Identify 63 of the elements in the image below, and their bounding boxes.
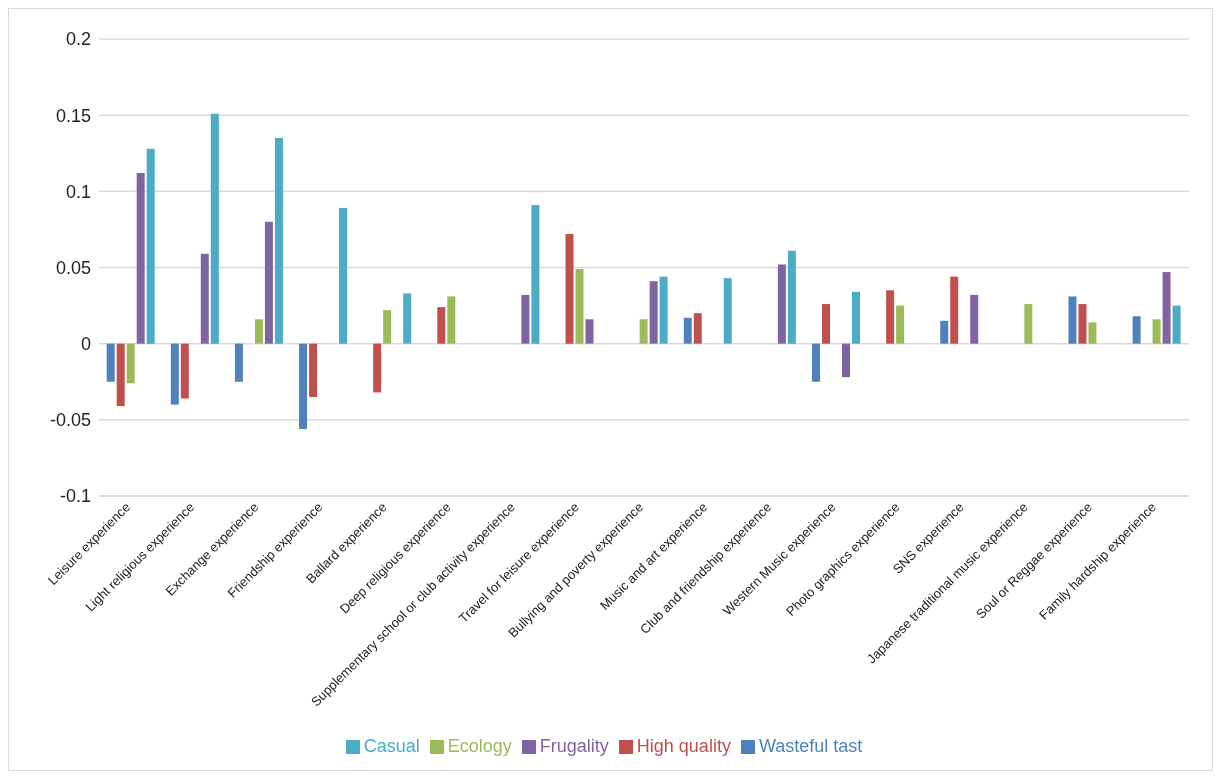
bar (447, 296, 456, 344)
bar (950, 276, 959, 344)
bar (841, 343, 850, 378)
bar (723, 278, 732, 344)
bar (1132, 316, 1141, 344)
y-tick-label: 0.2 (65, 29, 91, 50)
bar (106, 343, 115, 382)
bar (116, 343, 125, 407)
y-tick-label: -0.05 (49, 410, 91, 431)
bar (1088, 322, 1097, 344)
bar (821, 304, 830, 344)
bar (531, 205, 540, 344)
bar (1068, 296, 1077, 344)
bar (309, 343, 318, 397)
bar (1162, 272, 1171, 344)
legend-label: Frugality (539, 736, 609, 756)
bar (565, 233, 574, 344)
bar (575, 269, 584, 344)
bar (886, 290, 895, 344)
bar (264, 221, 273, 344)
y-tick-label: 0.1 (65, 181, 91, 202)
legend-label: Wasteful tast (758, 736, 863, 756)
bar (970, 294, 979, 344)
bar (180, 343, 189, 399)
bar (683, 317, 692, 344)
bar (693, 313, 702, 344)
bar (383, 310, 392, 344)
bar (851, 291, 860, 344)
bar (940, 320, 949, 344)
bar (234, 343, 243, 382)
bar (1172, 305, 1181, 344)
bar (146, 148, 155, 344)
bar (649, 281, 658, 344)
bar (585, 319, 594, 344)
bar (787, 250, 796, 344)
bar (274, 138, 283, 344)
bar (126, 343, 135, 384)
legend-label: Ecology (447, 736, 512, 756)
y-tick-label: 0.15 (55, 105, 91, 126)
bar (659, 276, 668, 344)
y-tick-label: -0.1 (59, 486, 91, 507)
bar (896, 305, 905, 344)
bar (639, 319, 648, 344)
bar (777, 264, 786, 344)
legend-label: Casual (363, 736, 420, 756)
bar (437, 307, 446, 344)
bar (339, 208, 348, 344)
legend-label: High quality (636, 736, 731, 756)
y-tick-label: 0.05 (55, 257, 91, 278)
bar (254, 319, 263, 344)
bar (811, 343, 820, 382)
y-tick-label: 0 (80, 334, 91, 355)
bar (200, 253, 209, 344)
bar (373, 343, 382, 393)
bar (1024, 304, 1033, 344)
bar (136, 173, 145, 344)
bar (299, 343, 308, 429)
bar (1078, 304, 1087, 344)
bar (403, 293, 412, 344)
bar (521, 294, 530, 344)
bar (210, 113, 219, 344)
bar (1152, 319, 1161, 344)
bar (170, 343, 179, 405)
